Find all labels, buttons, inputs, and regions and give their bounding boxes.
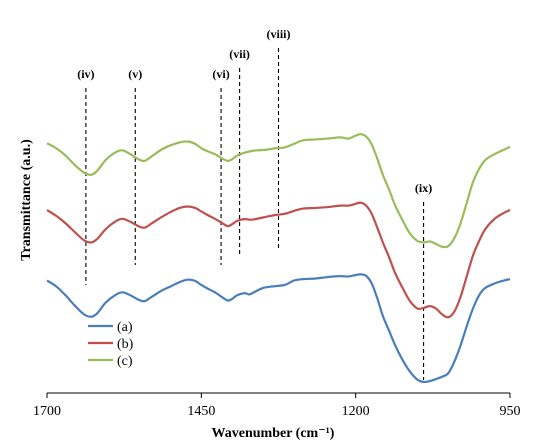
annotation-label: (viii)	[267, 27, 291, 41]
legend-label: (a)	[117, 320, 133, 335]
annotation-label: (vi)	[212, 67, 229, 81]
y-axis-label: Transmittance (a.u.)	[19, 139, 34, 261]
series-line-b	[46, 201, 511, 319]
annotation-label: (iv)	[77, 67, 94, 81]
x-tick-label: 1200	[342, 404, 370, 419]
x-tick-labels: 1700 1450 1200 950	[33, 393, 521, 419]
legend-label: (c)	[117, 354, 133, 369]
peak-annotations: (iv) (v) (vi)(vii) (viii) (ix)	[77, 27, 432, 380]
annotation-label: (v)	[128, 67, 142, 81]
series-lines	[46, 133, 511, 384]
x-tick-label: 1450	[187, 404, 215, 419]
annotation-label: (vii)	[229, 47, 250, 61]
legend: (a) (b) (c)	[88, 320, 134, 369]
x-tick-label: 950	[500, 404, 521, 419]
series-line-a	[46, 273, 511, 384]
legend-label: (b)	[117, 337, 134, 352]
x-tick-label: 1700	[33, 404, 61, 419]
x-axis-label: Wavenumber (cm⁻¹)	[212, 426, 335, 441]
annotation-label: (ix)	[415, 181, 432, 195]
series-line-c	[46, 133, 511, 249]
